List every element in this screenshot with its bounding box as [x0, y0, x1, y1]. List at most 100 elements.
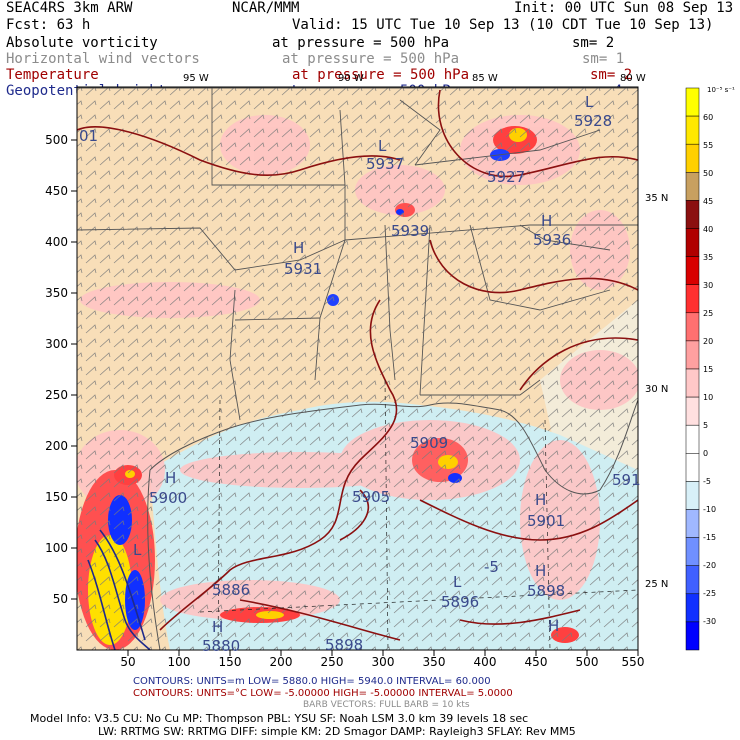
y-tick-label: 250	[45, 388, 68, 402]
x-tick-label: 250	[321, 655, 344, 669]
colorbar-label: -25	[703, 589, 716, 598]
height-value: 5905	[352, 488, 390, 506]
high-marker: H	[535, 562, 546, 580]
lat-label: 30 N	[645, 384, 668, 395]
height-contours	[87, 529, 151, 650]
height-value: 5898	[325, 636, 363, 654]
colorbar-swatch	[685, 228, 700, 257]
x-tick-label: 550	[622, 655, 645, 669]
height-value: 01	[79, 127, 98, 145]
wind-barbs	[77, 87, 638, 650]
field-name-vorticity: Absolute vorticity	[6, 35, 158, 51]
low-marker: L	[585, 93, 594, 111]
map-area	[77, 87, 638, 650]
field-name-temperature: Temperature	[6, 67, 99, 83]
institution: NCAR/MMM	[232, 0, 300, 16]
low-marker: L	[378, 137, 387, 155]
colorbar-label: -20	[703, 561, 716, 570]
init-time: Init: 00 UTC Sun 08 Sep 13	[514, 0, 734, 16]
x-tick-label: 100	[168, 655, 191, 669]
field-smooth-wind: sm= 1	[582, 51, 625, 67]
colorbar-swatch	[685, 509, 700, 538]
model-title: SEAC4RS 3km ARW	[6, 0, 133, 16]
colorbar-swatch	[685, 143, 700, 173]
state-boundaries	[77, 87, 638, 421]
y-tick-label: 100	[45, 541, 68, 555]
map-value-labels: L 5937 L 5928 5927 5939 H 5936 H 5931 59…	[79, 93, 641, 655]
height-value: 5898	[527, 582, 565, 600]
height-value: 5939	[391, 222, 429, 240]
colorbar-swatch	[685, 593, 700, 623]
y-tick-label: 400	[45, 235, 68, 249]
y-tick-label: 50	[53, 592, 68, 606]
colorbar-label: 15	[703, 365, 713, 374]
y-tick-label: 300	[45, 337, 68, 351]
colorbar-label: -5	[703, 477, 711, 486]
temperature-value: -5	[484, 558, 499, 576]
map-frame	[76, 86, 639, 651]
field-level-vorticity: at pressure = 500 hPa	[272, 35, 450, 51]
lon-label: 95 W	[183, 73, 209, 84]
latlon-labels: 95 W 90 W 85 W 80 W 35 N 30 N 25 N	[183, 73, 668, 590]
x-tick-label: 450	[525, 655, 548, 669]
colorbar-swatch	[685, 424, 700, 454]
coastline	[147, 399, 638, 650]
x-axis-labels: 50 100 150 200 250 300 350 400 450 500 5…	[120, 655, 644, 669]
height-value: 5937	[366, 155, 404, 173]
height-value: 591	[612, 471, 641, 489]
x-tick-label: 300	[372, 655, 395, 669]
colorbar-label: 20	[703, 337, 713, 346]
colorbar-swatch	[685, 87, 700, 117]
field-level-wind: at pressure = 500 hPa	[282, 51, 460, 67]
colorbar-label: 25	[703, 309, 713, 318]
colorbar-swatch	[685, 537, 700, 566]
colorbar-swatch	[685, 481, 700, 510]
lon-label: 80 W	[620, 73, 646, 84]
field-name-wind: Horizontal wind vectors	[6, 51, 200, 67]
high-marker: H	[548, 617, 559, 635]
colorbar-label: 40	[703, 225, 713, 234]
x-tick-label: 200	[270, 655, 293, 669]
x-tick-label: 50	[120, 655, 135, 669]
height-value: 5886	[212, 581, 250, 599]
valid-time: Valid: 15 UTC Tue 10 Sep 13 (10 CDT Tue …	[292, 17, 714, 33]
height-value: 5909	[410, 434, 448, 452]
colorbar-swatch	[685, 200, 700, 229]
colorbar-label: -30	[703, 617, 716, 626]
lat-label: 25 N	[645, 579, 668, 590]
colorbar-label: 50	[703, 169, 713, 178]
height-contour-info: CONTOURS: UNITS=m LOW= 5880.0 HIGH= 5940…	[133, 676, 491, 687]
lon-label: 90 W	[338, 73, 364, 84]
colorbar-label: -10	[703, 505, 716, 514]
lat-label: 35 N	[645, 193, 668, 204]
high-marker: H	[212, 618, 223, 636]
colorbar-swatch	[685, 256, 700, 285]
height-value: 5900	[149, 489, 187, 507]
high-marker: H	[293, 239, 304, 257]
colorbar-swatch	[685, 453, 700, 482]
colorbar-swatch	[685, 621, 700, 651]
height-value: 5928	[574, 112, 612, 130]
field-level-temperature: at pressure = 500 hPa	[292, 67, 470, 83]
colorbar-swatch	[685, 396, 700, 426]
height-value: 5901	[527, 512, 565, 530]
y-tick-label: 500	[45, 133, 68, 147]
forecast-hour: Fcst: 63 h	[6, 17, 91, 33]
height-value: 5927	[487, 168, 525, 186]
colorbar-label: 60	[703, 113, 713, 122]
colorbar-swatch	[685, 312, 700, 342]
colorbar-labels: 60 55 50 45 40 35 30 25 20 15 10 5 0 -5 …	[703, 113, 716, 626]
colorbar-label: 10	[703, 393, 713, 402]
colorbar-label: 45	[703, 197, 713, 206]
x-tick-label: 400	[474, 655, 497, 669]
high-marker: H	[541, 212, 552, 230]
colorbar-swatch	[685, 368, 700, 398]
y-tick-label: 150	[45, 490, 68, 504]
y-tick-label: 450	[45, 184, 68, 198]
height-value: 5931	[284, 260, 322, 278]
colorbar-label: 0	[703, 449, 708, 458]
x-tick-label: 350	[423, 655, 446, 669]
colorbar-swatch	[685, 340, 700, 370]
lon-label: 85 W	[472, 73, 498, 84]
